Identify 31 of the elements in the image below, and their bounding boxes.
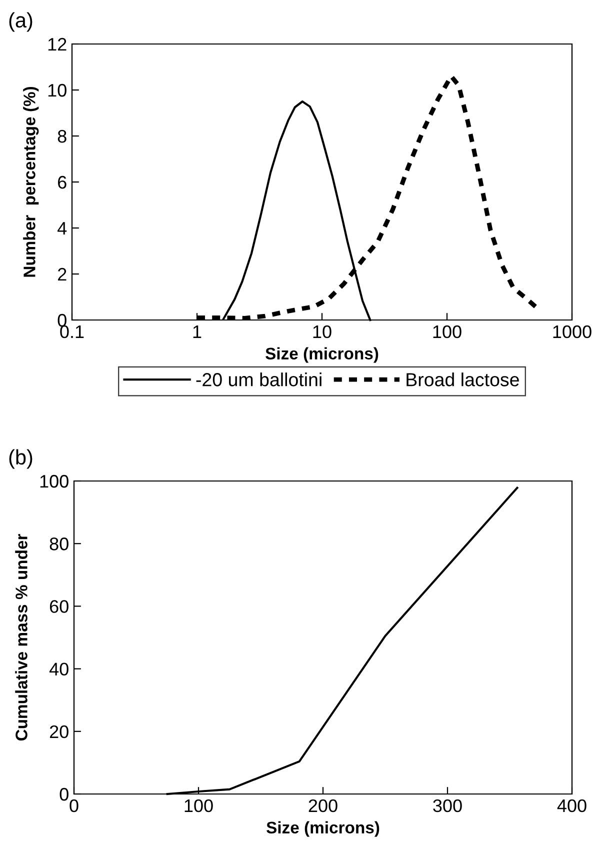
x-tick-label: 10 <box>313 325 332 338</box>
y-tick-label: 20 <box>50 725 68 738</box>
y-tick-label: 0 <box>58 314 66 327</box>
y-axis-title: Number percentage (%) <box>23 86 39 277</box>
y-tick-label: 100 <box>40 474 68 488</box>
y-axis-title: Cumulative mass % under <box>15 534 28 741</box>
x-tick-label: 0 <box>70 799 78 812</box>
legend-label: Broad lactose <box>406 372 519 386</box>
x-tick-label: 1000 <box>553 325 592 338</box>
y-tick-label: 60 <box>50 600 68 613</box>
x-tick-label: 0.1 <box>60 325 84 338</box>
y-tick-label: 10 <box>48 84 66 97</box>
x-axis-title: Size (microns) <box>266 821 380 837</box>
x-tick-label: 300 <box>433 799 462 812</box>
y-tick-label: 8 <box>58 130 66 143</box>
text: (a) <box>9 12 32 32</box>
y-tick-label: 2 <box>58 268 66 281</box>
x-tick-label: 400 <box>557 799 586 812</box>
y-tick-label: 4 <box>58 222 67 235</box>
x-axis-title: Size (microns) <box>266 347 378 363</box>
y-tick-label: 6 <box>58 176 66 189</box>
y-tick-label: 40 <box>49 662 68 676</box>
x-tick-label: 100 <box>184 799 213 812</box>
y-tick-label: 80 <box>50 538 68 550</box>
text: (b) <box>9 449 32 469</box>
legend-label: -20 um ballotini <box>196 372 322 386</box>
x-tick-label: 100 <box>433 325 462 338</box>
x-tick-label: 1 <box>193 326 202 338</box>
x-tick-label: 200 <box>308 799 338 812</box>
y-tick-label: 0 <box>60 788 68 801</box>
y-tick-label: 12 <box>48 38 66 51</box>
